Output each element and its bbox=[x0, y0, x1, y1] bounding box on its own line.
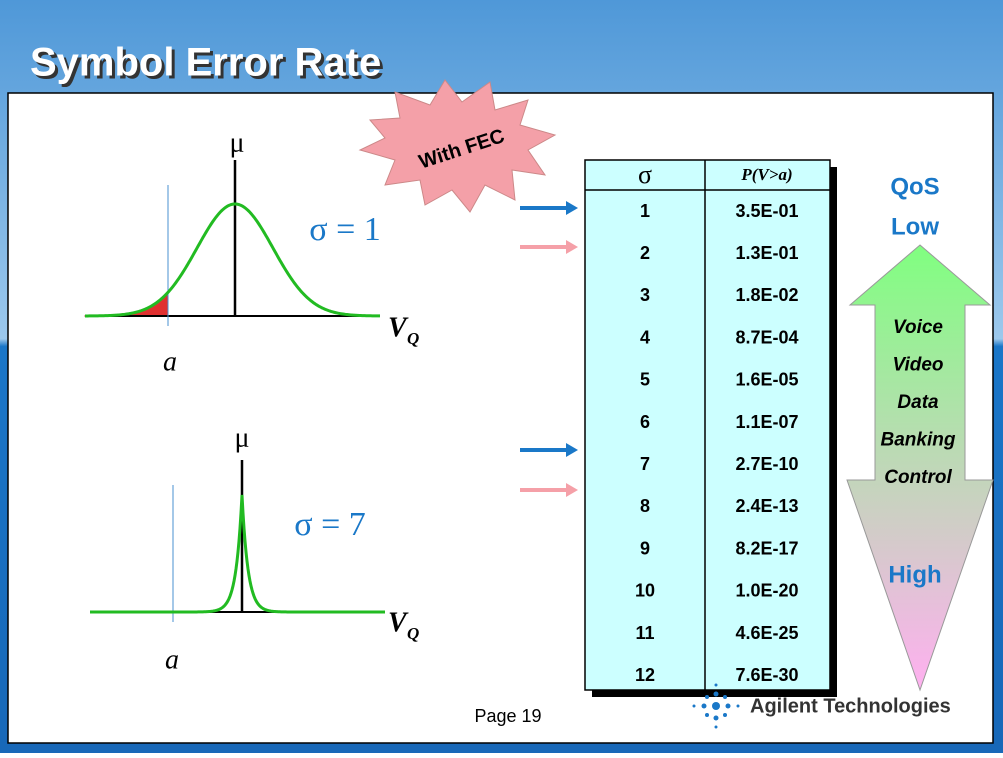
table-cell: 8 bbox=[640, 496, 650, 516]
sigma-label: σ = 1 bbox=[309, 211, 381, 248]
service: Data bbox=[897, 392, 939, 413]
table-cell: 1.1E-07 bbox=[735, 412, 798, 432]
table-cell: 2 bbox=[640, 243, 650, 263]
table-header: P(V>a) bbox=[740, 165, 792, 184]
table-cell: 1 bbox=[640, 201, 650, 221]
table-cell: 8.7E-04 bbox=[735, 327, 798, 347]
table-cell: 7.6E-30 bbox=[735, 665, 798, 685]
sigma-label: σ = 7 bbox=[294, 506, 366, 543]
axis-subscript: Q bbox=[407, 329, 419, 348]
mu-label: μ bbox=[234, 422, 249, 453]
title-shadow: Symbol Error Rate bbox=[33, 44, 384, 88]
table-cell: 7 bbox=[640, 454, 650, 474]
axis-subscript: Q bbox=[407, 624, 419, 643]
table-cell: 1.6E-05 bbox=[735, 370, 798, 390]
table-cell: 2.4E-13 bbox=[735, 496, 798, 516]
threshold-label: a bbox=[163, 346, 177, 377]
page-number: Page 19 bbox=[474, 706, 541, 726]
service: Banking bbox=[881, 430, 956, 451]
mu-label: μ bbox=[229, 127, 244, 158]
table-cell: 9 bbox=[640, 538, 650, 558]
axis-label: V bbox=[388, 312, 409, 343]
table-cell: 3.5E-01 bbox=[735, 201, 798, 221]
arrow-head bbox=[566, 443, 578, 457]
arrow-head bbox=[566, 201, 578, 215]
table-cell: 11 bbox=[635, 623, 654, 643]
qos-high: High bbox=[888, 561, 941, 588]
table bbox=[584, 159, 831, 691]
starburst bbox=[358, 79, 557, 213]
curve bbox=[90, 494, 385, 614]
arrow-head bbox=[566, 240, 578, 254]
table-cell: 12 bbox=[635, 665, 655, 685]
table-cell: 5 bbox=[640, 370, 650, 390]
company: Agilent Technologies bbox=[750, 695, 951, 717]
curve bbox=[85, 202, 381, 318]
table-cell: 1.0E-20 bbox=[735, 581, 798, 601]
table-cell: 1.8E-02 bbox=[735, 285, 798, 305]
qos-label: QoS bbox=[890, 173, 939, 200]
service: Video bbox=[892, 355, 943, 376]
service: Control bbox=[884, 467, 952, 488]
qos-arrow bbox=[846, 244, 994, 692]
table-cell: 2.7E-10 bbox=[735, 454, 798, 474]
table-cell: 3 bbox=[640, 285, 650, 305]
axis-label: V bbox=[388, 607, 409, 638]
table-cell: 4.6E-25 bbox=[735, 623, 798, 643]
threshold-label: a bbox=[165, 644, 179, 675]
table-cells: σ P(V>a) 1 3.5E-01 2 1.3E-01 3 1.8E-02 4 8.7E-04 5… bbox=[635, 160, 799, 685]
table-cell: 10 bbox=[635, 581, 655, 601]
table-cell: 1.3E-01 bbox=[735, 243, 798, 263]
qos-low: Low bbox=[891, 213, 939, 240]
arrow-head bbox=[566, 483, 578, 497]
table-cell: 8.2E-17 bbox=[735, 538, 798, 558]
services: Voice Video Data Banking Control bbox=[881, 317, 956, 488]
table-header: σ bbox=[638, 160, 652, 189]
service: Voice bbox=[893, 317, 943, 338]
table-cell: 6 bbox=[640, 412, 650, 432]
logo bbox=[692, 683, 740, 729]
table-cell: 4 bbox=[640, 327, 650, 347]
title: Symbol Error Rate bbox=[30, 41, 381, 85]
